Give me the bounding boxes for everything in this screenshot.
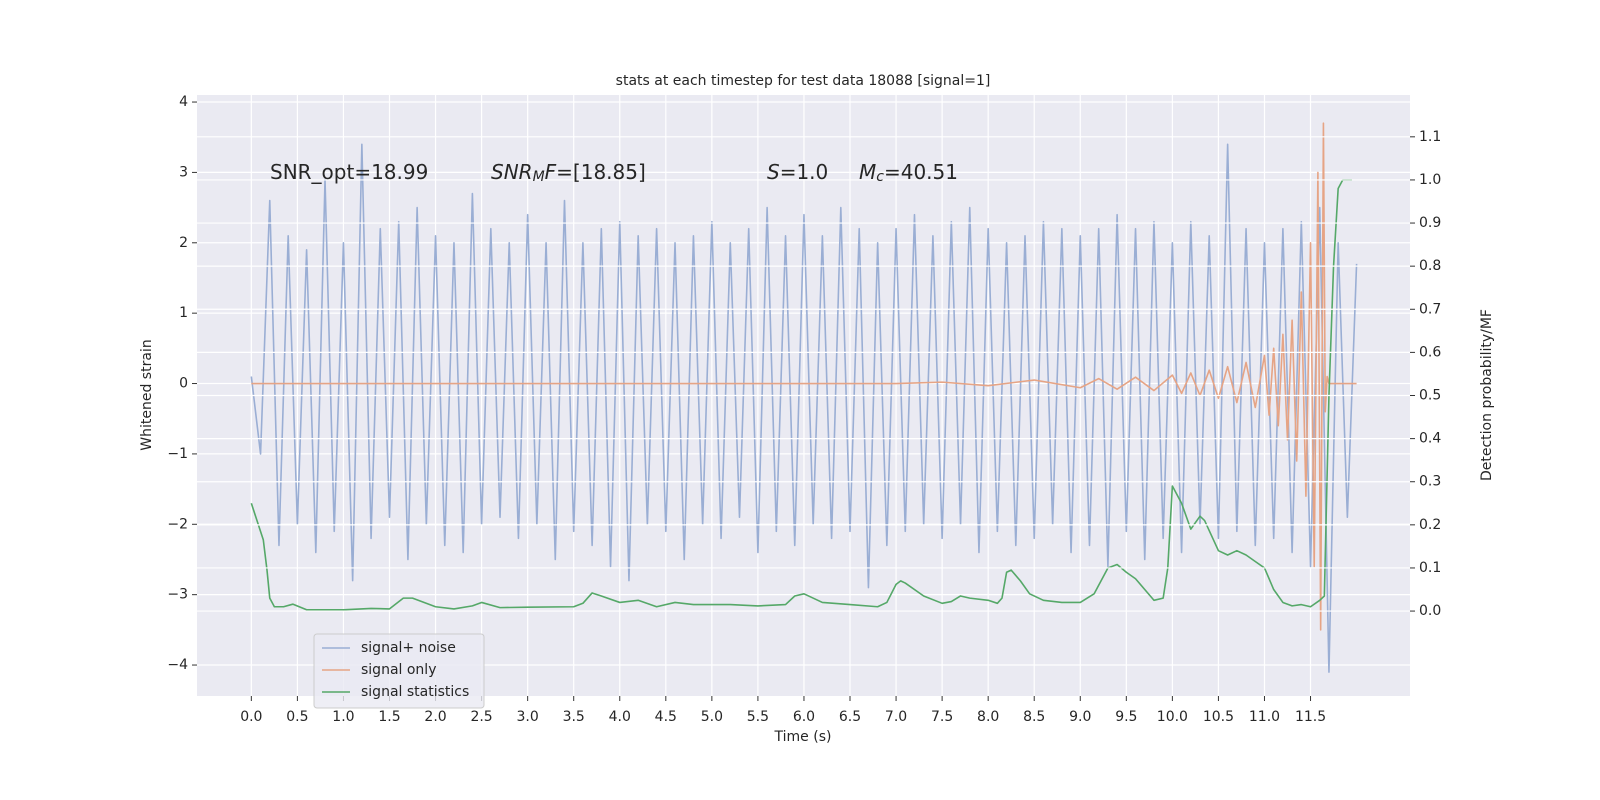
x-tick-label: 10.0 <box>1157 709 1188 725</box>
y2-tick-label: 0.0 <box>1419 603 1441 619</box>
y2-tick-label: 1.1 <box>1419 129 1441 145</box>
y2-tick-label: 0.5 <box>1419 388 1441 404</box>
x-tick-label: 4.0 <box>609 709 631 725</box>
annotation-part: S <box>767 160 780 184</box>
x-tick-label: 1.5 <box>378 709 400 725</box>
x-tick-label: 9.5 <box>1115 709 1137 725</box>
x-tick-label: 6.5 <box>839 709 861 725</box>
x-tick-label: 6.0 <box>793 709 815 725</box>
annotation-part: M <box>859 160 876 184</box>
annotation: S=1.0 <box>767 160 828 184</box>
y-tick-label: 2 <box>179 235 188 251</box>
y-tick-label: −4 <box>167 657 188 673</box>
y2-axis-label: Detection probability/MF <box>1479 309 1495 481</box>
annotation: SNRMF=[18.85] <box>491 160 646 186</box>
y-tick-label: −3 <box>167 587 188 603</box>
x-tick-label: 8.0 <box>977 709 999 725</box>
x-tick-label: 7.5 <box>931 709 953 725</box>
y2-tick-label: 0.3 <box>1419 474 1441 490</box>
x-tick-label: 5.0 <box>701 709 723 725</box>
series-line <box>250 143 1358 673</box>
annotation-part: =40.51 <box>884 160 958 184</box>
annotation-part: c <box>876 169 884 185</box>
x-tick-label: 10.5 <box>1203 709 1234 725</box>
x-tick-label: 7.0 <box>885 709 907 725</box>
y-tick-label: −2 <box>167 516 188 532</box>
y-axis-label: Whitened strain <box>139 339 155 450</box>
annotation-part: =[18.85] <box>556 160 646 184</box>
x-tick-label: 8.5 <box>1023 709 1045 725</box>
legend-label: signal statistics <box>361 684 469 700</box>
x-tick-label: 11.0 <box>1249 709 1280 725</box>
annotation: Mc=40.51 <box>859 160 958 186</box>
x-tick-label: 3.0 <box>517 709 539 725</box>
series-line <box>251 122 1357 631</box>
y2-tick-label: 0.7 <box>1419 301 1441 317</box>
chart-title: stats at each timestep for test data 180… <box>616 73 991 89</box>
annotation-part: M <box>533 169 545 185</box>
x-tick-label: 1.0 <box>332 709 354 725</box>
annotation-part: SNR_opt=18.99 <box>270 160 428 184</box>
y2-tick-label: 1.0 <box>1419 172 1441 188</box>
x-axis-label: Time (s) <box>774 729 832 745</box>
series <box>250 122 1358 673</box>
x-tick-label: 4.5 <box>655 709 677 725</box>
annotation-part: F <box>545 160 557 184</box>
y2-tick-label: 0.4 <box>1419 431 1441 447</box>
legend-label: signal+ noise <box>361 640 456 656</box>
y2-tick-label: 0.8 <box>1419 258 1441 274</box>
y-tick-label: 4 <box>179 94 188 110</box>
series-line <box>250 179 1352 611</box>
y2-tick-label: 0.2 <box>1419 517 1441 533</box>
y-tick-label: 1 <box>179 305 188 321</box>
x-tick-label: 5.5 <box>747 709 769 725</box>
y-tick-label: 0 <box>179 376 188 392</box>
y-tick-label: −1 <box>167 446 188 462</box>
annotation: SNR_opt=18.99 <box>270 160 428 184</box>
legend-label: signal only <box>361 662 436 678</box>
y2-tick-label: 0.6 <box>1419 344 1441 360</box>
legend-box <box>313 633 485 709</box>
y2-grid <box>197 136 1410 612</box>
y-tick-label: 3 <box>179 164 188 180</box>
x-tick-label: 3.5 <box>563 709 585 725</box>
y2-tick-label: 0.9 <box>1419 215 1441 231</box>
legend: signal+ noise signal only signal statistic… <box>313 633 485 709</box>
x-tick-label: 0.5 <box>286 709 308 725</box>
x-tick-label: 2.5 <box>470 709 492 725</box>
x-tick-label: 9.0 <box>1069 709 1091 725</box>
annotation-part: =1.0 <box>780 160 829 184</box>
y2-tick-label: 0.1 <box>1419 560 1441 576</box>
annotation-part: SNR <box>491 160 533 184</box>
x-tick-label: 11.5 <box>1295 709 1326 725</box>
x-tick-label: 2.0 <box>424 709 446 725</box>
x-tick-label: 0.0 <box>240 709 262 725</box>
